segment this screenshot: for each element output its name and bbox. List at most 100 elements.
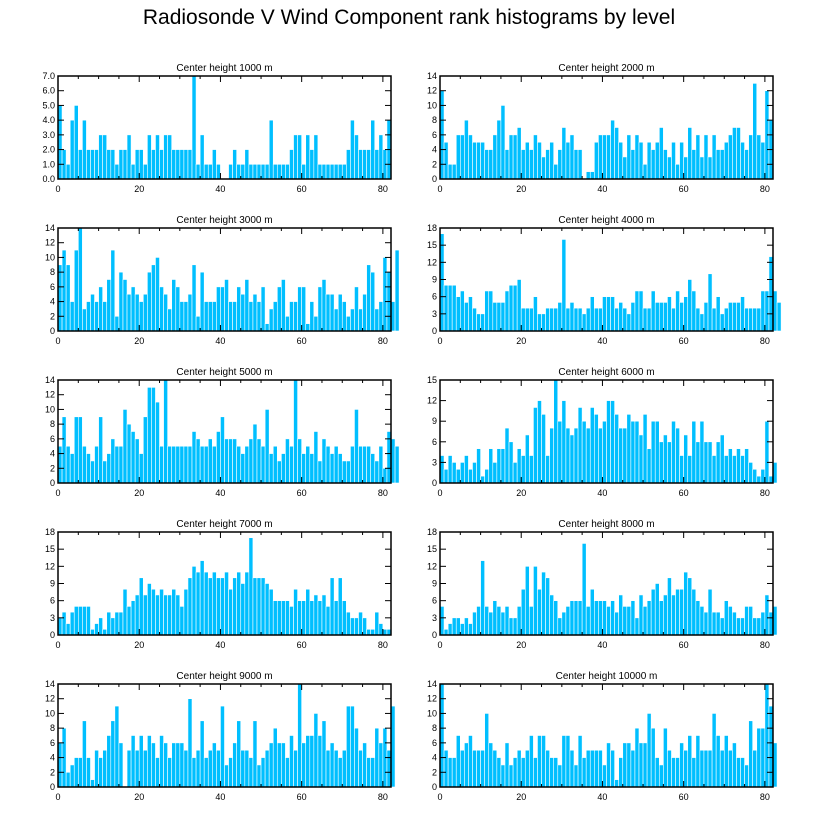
bar-4 <box>455 296 461 332</box>
bar-11 <box>102 628 108 636</box>
bar-79 <box>760 611 766 636</box>
x-tick-label: 0 <box>55 488 60 498</box>
bar-32 <box>187 698 193 788</box>
bar-19 <box>516 448 522 484</box>
bar-79 <box>760 141 766 180</box>
bar-21 <box>142 749 148 788</box>
bar-61 <box>687 735 693 788</box>
bar-62 <box>309 149 315 180</box>
bar-70 <box>723 141 729 180</box>
bar-19 <box>134 438 140 484</box>
bar-80 <box>764 420 770 484</box>
bar-12 <box>106 453 112 484</box>
bar-28 <box>553 757 559 788</box>
bar-20 <box>520 757 526 788</box>
y-tick-label: 8 <box>432 723 437 733</box>
bar-10 <box>480 749 485 788</box>
bar-73 <box>736 302 741 332</box>
bar-49 <box>256 577 262 636</box>
bar-57 <box>289 606 294 636</box>
y-tick-label: 12 <box>427 396 437 406</box>
bar-1 <box>443 628 449 636</box>
bar-30 <box>561 400 567 484</box>
y-tick-label: 9 <box>432 579 437 589</box>
bar-13 <box>110 617 116 636</box>
bar-48 <box>252 293 258 332</box>
bar-23 <box>533 407 538 484</box>
bar-11 <box>102 749 108 788</box>
bar-23 <box>151 149 156 180</box>
bar-76 <box>748 134 753 180</box>
bar-34 <box>577 149 583 180</box>
bar-53 <box>654 302 660 332</box>
bar-64 <box>317 286 323 332</box>
panel-title: Center height 7000 m <box>176 519 272 530</box>
bar-72 <box>732 742 737 788</box>
bar-60 <box>301 163 307 180</box>
x-tick-label: 60 <box>297 336 307 346</box>
histogram-panel-1: 0 20 40 60 80 0.0 1.0 2.0 3.0 4.0 5.0 6.0 7.0 Center … <box>42 63 392 194</box>
bar-46 <box>626 313 632 332</box>
bar-63 <box>313 431 319 484</box>
bar-16 <box>122 279 128 332</box>
bar-34 <box>195 315 201 332</box>
bar-77 <box>370 628 376 636</box>
bar-52 <box>268 742 274 788</box>
bar-41 <box>606 742 611 788</box>
bar-33 <box>191 75 197 180</box>
bar-14 <box>114 705 120 788</box>
bar-7 <box>86 606 91 636</box>
bar-58 <box>675 588 680 636</box>
bar-41 <box>224 571 229 636</box>
bar-74 <box>740 455 745 484</box>
bar-49 <box>638 141 644 180</box>
bar-3 <box>69 119 75 180</box>
panel-title: Center height 1000 m <box>176 63 272 74</box>
bar-13 <box>492 600 498 636</box>
bar-63 <box>313 315 319 332</box>
bar-20 <box>520 455 526 484</box>
bar-14 <box>114 611 120 636</box>
bar-8 <box>90 460 95 484</box>
bar-25 <box>159 588 164 636</box>
bar-5 <box>78 149 83 180</box>
bar-27 <box>549 757 555 788</box>
bar-25 <box>159 445 164 484</box>
bar-30 <box>179 606 185 636</box>
bar-36 <box>585 427 591 484</box>
bar-50 <box>260 577 266 636</box>
bar-16 <box>504 606 510 636</box>
bar-32 <box>569 749 575 788</box>
bar-22 <box>147 387 152 484</box>
y-tick-label: 2 <box>50 463 55 473</box>
bar-33 <box>191 431 197 484</box>
bar-65 <box>703 611 709 636</box>
y-tick-label: 4 <box>50 297 55 307</box>
bar-64 <box>317 460 323 484</box>
bar-66 <box>707 156 713 180</box>
bar-75 <box>744 606 749 636</box>
x-tick-label: 40 <box>597 336 607 346</box>
bar-8 <box>472 611 477 636</box>
bar-51 <box>646 141 652 180</box>
bar-53 <box>272 727 278 788</box>
x-tick-label: 20 <box>516 792 526 802</box>
bar-48 <box>634 134 640 180</box>
bar-45 <box>622 427 628 484</box>
x-tick-label: 80 <box>760 336 770 346</box>
y-tick-label: 10 <box>427 100 437 110</box>
bar-48 <box>252 720 258 788</box>
figure-title: Radiosonde V Wind Component rank histogr… <box>142 6 676 29</box>
bar-44 <box>236 163 242 180</box>
y-tick-label: 12 <box>45 561 55 571</box>
bar-49 <box>638 290 644 332</box>
bar-61 <box>687 279 693 332</box>
x-tick-label: 20 <box>134 488 144 498</box>
bar-33 <box>573 764 579 788</box>
bar-68 <box>333 163 339 180</box>
y-tick-label: 5.0 <box>42 100 55 110</box>
bar-19 <box>134 594 140 636</box>
x-tick-label: 60 <box>679 336 689 346</box>
bar-29 <box>557 764 563 788</box>
